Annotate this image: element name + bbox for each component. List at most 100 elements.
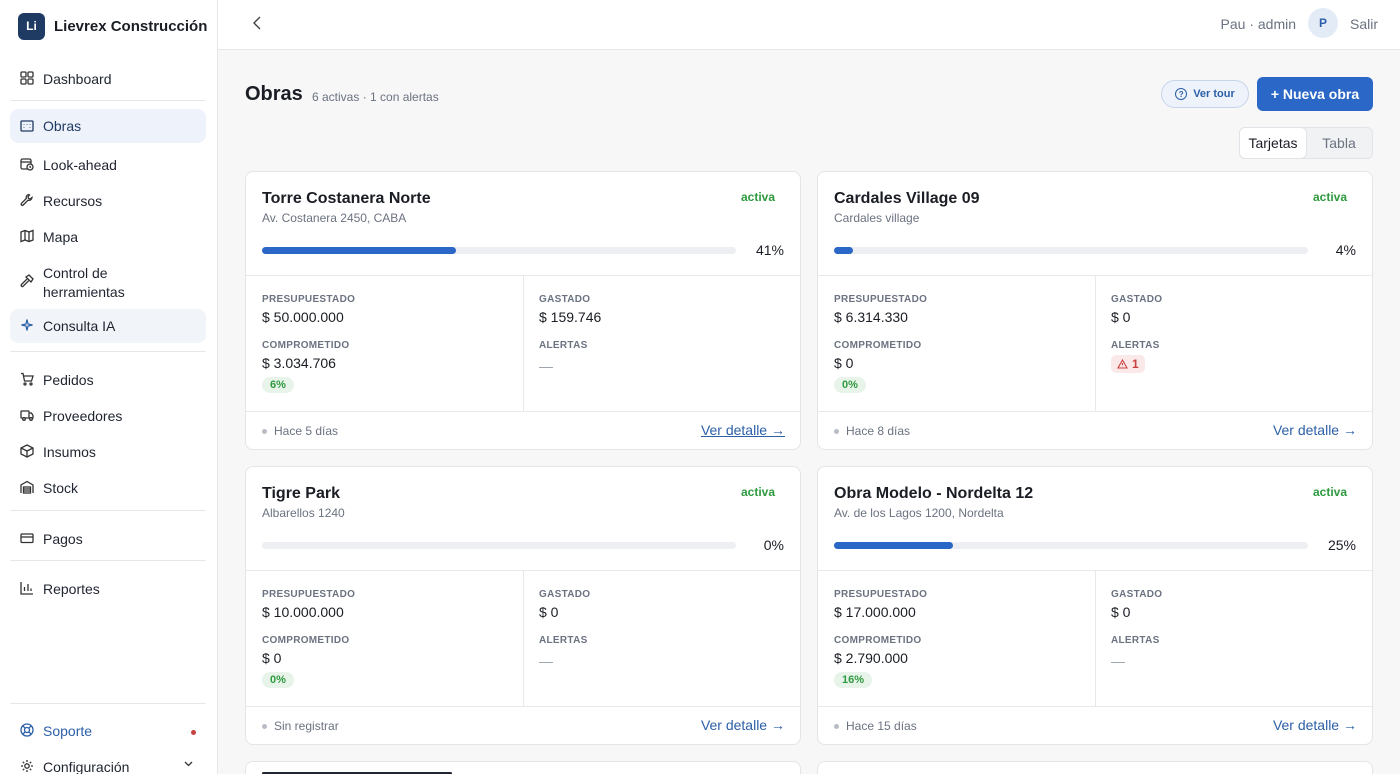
progress-fill	[834, 542, 953, 549]
sidebar-item-label: Pagos	[43, 531, 83, 547]
obra-card[interactable]: Tigre Park Albarellos 1240 activa 0% PRE…	[245, 466, 801, 745]
alertas-value: —	[539, 358, 553, 374]
divider	[1095, 570, 1096, 706]
status-badge: activa	[740, 485, 775, 499]
last-update: Sin registrar	[262, 719, 339, 733]
gastado-value: $ 0	[539, 604, 559, 620]
notification-dot	[191, 730, 196, 735]
sidebar-item-label: Mapa	[43, 229, 79, 245]
alert-count-badge[interactable]: 1	[1111, 355, 1145, 373]
status-dot	[834, 428, 839, 434]
sidebar-item-reportes[interactable]: Reportes	[10, 572, 206, 607]
ver-detalle-link[interactable]: Ver detalle →	[700, 717, 785, 733]
ver-detalle-link[interactable]: Ver detalle →	[1272, 717, 1357, 733]
presupuestado-label: PRESUPUESTADO	[262, 294, 356, 305]
comprometido-percent-badge: 0%	[262, 672, 294, 688]
obra-name: Obra Modelo - Nordelta 12	[834, 485, 1034, 502]
sidebar-item-stock[interactable]: Stock	[10, 471, 206, 506]
status-dot	[262, 723, 267, 729]
alertas-value: —	[1111, 653, 1125, 669]
sidebar-item-look-ahead[interactable]: Look-ahead	[10, 148, 206, 183]
obra-name: Tigre Park	[262, 485, 340, 502]
divider	[246, 411, 800, 412]
sidebar-item-label: Recursos	[43, 193, 103, 209]
progress-fill	[262, 247, 457, 254]
obra-address: Albarellos 1240	[262, 506, 345, 520]
ver-detalle-link[interactable]: Ver detalle →	[1272, 422, 1357, 438]
sidebar-item-control-herramientas[interactable]: Control de herramientas	[10, 256, 206, 310]
logout-link[interactable]: Salir	[1349, 16, 1378, 32]
progress-bar	[262, 542, 736, 549]
divider	[818, 411, 1372, 412]
sidebar-item-label: Obras	[43, 118, 82, 134]
progress-percent: 25%	[1327, 537, 1356, 553]
sidebar-item-mapa[interactable]: Mapa	[10, 220, 206, 255]
sidebar-item-label: Consulta IA	[43, 318, 116, 334]
tour-label: Ver tour	[1193, 88, 1235, 100]
new-obra-button[interactable]: + Nueva obra	[1257, 77, 1373, 111]
ver-detalle-link[interactable]: Ver detalle →	[700, 422, 785, 438]
page-title: Obras	[245, 83, 303, 105]
last-update-text: Hace 8 días	[846, 424, 911, 438]
tour-button[interactable]: ? Ver tour	[1161, 80, 1249, 108]
warehouse-icon	[20, 480, 34, 494]
sparkle-icon	[20, 318, 34, 332]
obra-card[interactable]: Cardales Village 09 Cardales village act…	[817, 171, 1373, 450]
comprometido-label: COMPROMETIDO	[834, 340, 922, 351]
presupuestado-value: $ 17.000.000	[834, 604, 916, 620]
status-dot	[262, 428, 267, 434]
sidebar-item-configuracion[interactable]: Configuración	[10, 750, 206, 774]
sidebar-item-consulta-ia[interactable]: Consulta IA	[10, 309, 206, 343]
presupuestado-label: PRESUPUESTADO	[834, 294, 928, 305]
presupuestado-label: PRESUPUESTADO	[834, 589, 928, 600]
comprometido-percent-badge: 0%	[834, 377, 866, 393]
calendar-clock-icon	[20, 157, 34, 171]
gastado-value: $ 159.746	[539, 309, 602, 325]
presupuestado-label: PRESUPUESTADO	[262, 589, 356, 600]
presupuestado-value: $ 10.000.000	[262, 604, 344, 620]
sidebar-item-pedidos[interactable]: Pedidos	[10, 363, 206, 398]
warning-icon	[1117, 359, 1128, 369]
back-chevron-icon[interactable]	[250, 14, 264, 32]
comprometido-percent-badge: 16%	[834, 672, 873, 688]
sidebar-item-label: Insumos	[43, 444, 96, 460]
sidebar-item-pagos[interactable]: Pagos	[10, 522, 206, 557]
avatar[interactable]: P	[1308, 8, 1338, 38]
alertas-value: —	[539, 653, 553, 669]
progress-fill	[834, 247, 853, 254]
divider	[523, 570, 524, 706]
building-icon	[20, 118, 34, 132]
gastado-label: GASTADO	[539, 589, 591, 600]
sidebar-item-insumos[interactable]: Insumos	[10, 435, 206, 470]
status-badge: activa	[740, 190, 775, 204]
gastado-value: $ 0	[1111, 604, 1131, 620]
progress-bar	[834, 247, 1308, 254]
lifebuoy-icon	[20, 723, 34, 737]
sidebar-item-dashboard[interactable]: Dashboard	[10, 62, 206, 97]
sidebar-item-proveedores[interactable]: Proveedores	[10, 399, 206, 434]
view-table-tab[interactable]: Tabla	[1322, 135, 1356, 151]
gastado-label: GASTADO	[1111, 589, 1163, 600]
user-label: Pau · admin	[1220, 16, 1296, 32]
comprometido-percent-badge: 6%	[262, 377, 294, 393]
sidebar-item-label: Control de herramientas	[43, 265, 125, 300]
view-cards-tab[interactable]: Tarjetas	[1240, 128, 1306, 158]
obra-card[interactable]	[245, 761, 801, 774]
brand[interactable]: Li Lievrex Construcción	[18, 12, 207, 40]
status-badge: activa	[1312, 485, 1347, 499]
comprometido-value: $ 3.034.706	[262, 355, 336, 371]
obra-card[interactable]: Torre Costanera Norte Av. Costanera 2450…	[245, 171, 801, 450]
bar-chart-icon	[20, 581, 34, 595]
sidebar-item-label: Pedidos	[43, 372, 94, 388]
obra-card[interactable]	[817, 761, 1373, 774]
sidebar-item-label: Reportes	[43, 581, 100, 597]
obra-card[interactable]: Obra Modelo - Nordelta 12 Av. de los Lag…	[817, 466, 1373, 745]
sidebar-item-soporte[interactable]: Soporte	[10, 714, 206, 749]
last-update: Hace 8 días	[834, 424, 910, 438]
map-icon	[20, 229, 34, 243]
presupuestado-value: $ 6.314.330	[834, 309, 908, 325]
last-update-text: Hace 5 días	[274, 424, 339, 438]
sidebar-item-obras[interactable]: Obras	[10, 109, 206, 143]
comprometido-label: COMPROMETIDO	[262, 340, 350, 351]
sidebar-item-recursos[interactable]: Recursos	[10, 184, 206, 219]
